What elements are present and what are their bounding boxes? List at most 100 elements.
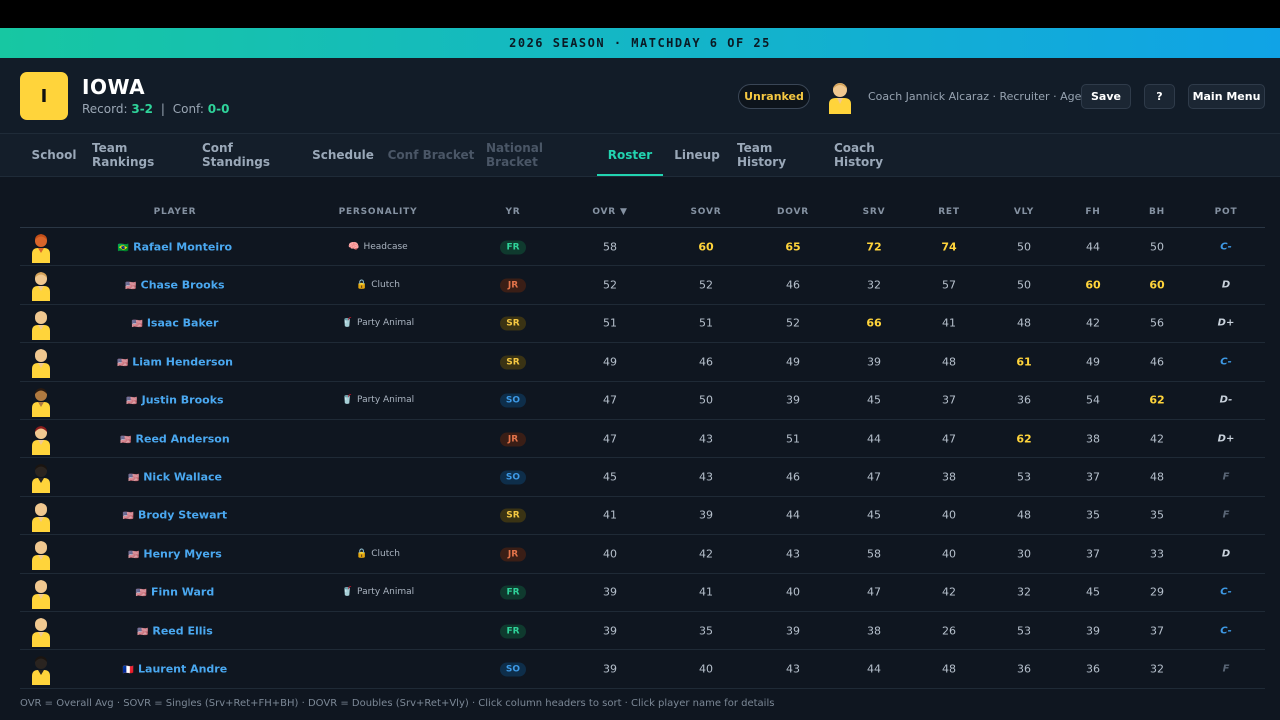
stat-vly: 30 [1017, 547, 1031, 561]
year-cell: JR [500, 431, 526, 447]
stat-ret: 48 [942, 662, 956, 676]
stat-fh: 37 [1086, 470, 1100, 484]
stat-srv: 66 [866, 316, 882, 330]
stat-ovr: 47 [603, 393, 617, 407]
column-header-sovr[interactable]: SOVR [690, 207, 722, 217]
stat-bh: 60 [1149, 278, 1165, 292]
stat-ovr: 45 [603, 470, 617, 484]
column-header-yr[interactable]: YR [505, 207, 521, 217]
player-name-cell: 🇧🇷 Rafael Monteiro [118, 240, 232, 253]
player-name-link[interactable]: Chase Brooks [140, 278, 225, 292]
year-cell: JR [500, 278, 526, 293]
stat-dovr: 49 [786, 355, 800, 369]
player-name-cell: 🇫🇷 Laurent Andre [123, 662, 227, 675]
stat-dovr: 65 [785, 240, 801, 254]
tab-team-rankings[interactable]: Team Rankings [92, 141, 155, 169]
stat-srv: 47 [867, 470, 881, 484]
stat-vly: 50 [1017, 240, 1031, 254]
year-cell: FR [500, 239, 526, 255]
tab-schedule[interactable]: Schedule [312, 148, 374, 162]
stat-dovr: 46 [786, 278, 800, 292]
column-header-srv[interactable]: SRV [862, 207, 886, 217]
stat-bh: 33 [1150, 547, 1164, 561]
stat-bh: 62 [1149, 393, 1165, 407]
stat-fh: 49 [1086, 355, 1100, 369]
stat-ret: 42 [942, 585, 956, 599]
save-button[interactable]: Save [1081, 84, 1131, 109]
top-bar [0, 0, 1280, 28]
personality-label: Party Animal [357, 318, 415, 329]
stat-vly: 53 [1017, 470, 1031, 484]
stat-dovr: 46 [786, 470, 800, 484]
stat-bh: 50 [1150, 240, 1164, 254]
column-header-bh[interactable]: BH [1149, 207, 1165, 217]
nav-tabs: School Team Rankings Conf Standings Schedul… [0, 134, 1280, 177]
stat-srv: 45 [867, 508, 881, 522]
player-name-link[interactable]: Brody Stewart [138, 508, 228, 522]
stat-ovr: 40 [603, 547, 617, 561]
column-header-fh[interactable]: FH [1085, 207, 1101, 217]
player-name-link[interactable]: Finn Ward [150, 585, 215, 599]
player-name-link[interactable]: Liam Henderson [132, 355, 233, 369]
player-name-link[interactable]: Isaac Baker [146, 316, 219, 330]
flag-icon: 🇺🇸 [120, 435, 132, 446]
player-name-link[interactable]: Reed Anderson [135, 432, 230, 446]
column-header-vly[interactable]: VLY [1013, 207, 1035, 217]
stat-sovr: 40 [699, 662, 713, 676]
stat-ovr: 39 [603, 662, 617, 676]
year-badge: SR [500, 316, 526, 331]
potential-grade: F [1222, 509, 1230, 521]
record-label: Record: [82, 102, 128, 116]
potential-grade: F [1222, 663, 1230, 675]
player-name-link[interactable]: Henry Myers [143, 547, 222, 561]
player-name-link[interactable]: Nick Wallace [143, 470, 222, 484]
potential-grade: C- [1220, 241, 1232, 253]
stat-fh: 44 [1086, 240, 1100, 254]
tab-lineup[interactable]: Lineup [674, 148, 720, 162]
player-avatar-icon [32, 425, 50, 455]
tab-conf-standings[interactable]: Conf Standings [202, 141, 270, 169]
player-avatar-icon [32, 234, 50, 263]
player-name-link[interactable]: Reed Ellis [152, 624, 213, 638]
table-row: 🇺🇸 Reed Ellis FR 39 35 39 38 26 53 39 37 C- [20, 612, 1265, 651]
stat-dovr: 44 [786, 508, 800, 522]
table-row: 🇺🇸 Isaac Baker 🥤 Party Animal SR 51 51 52 66 41 48… [20, 305, 1265, 344]
tab-coach-history[interactable]: Coach History [834, 141, 884, 169]
column-header-ovr[interactable]: OVR ▼ [592, 207, 628, 217]
conf-value: 0-0 [207, 102, 230, 116]
stat-ovr: 52 [603, 278, 617, 292]
rank-badge: Unranked [738, 84, 810, 109]
conf-label: Conf: [172, 102, 204, 116]
flag-icon: 🇺🇸 [125, 281, 137, 292]
player-name-link[interactable]: Laurent Andre [138, 662, 228, 676]
team-record: Record: 3-2 | Conf: 0-0 [82, 102, 229, 116]
stat-sovr: 52 [699, 278, 713, 292]
stat-sovr: 43 [699, 470, 713, 484]
tab-team-history[interactable]: Team History [737, 141, 787, 169]
potential-grade: D- [1219, 394, 1233, 406]
player-name-link[interactable]: Justin Brooks [141, 393, 224, 407]
player-avatar-icon [32, 656, 50, 686]
tab-roster[interactable]: Roster [597, 134, 663, 176]
column-header-dovr[interactable]: DOVR [777, 207, 809, 217]
table-row: 🇺🇸 Finn Ward 🥤 Party Animal FR 39 41 40 47 42 32 45… [20, 574, 1265, 612]
column-header-ret[interactable]: RET [938, 207, 960, 217]
column-header-pot[interactable]: POT [1214, 207, 1238, 217]
flag-icon: 🇺🇸 [128, 550, 140, 561]
column-header-name[interactable]: PLAYER [153, 207, 197, 217]
tab-school[interactable]: School [31, 148, 77, 162]
stat-ovr: 58 [603, 240, 617, 254]
stat-srv: 58 [867, 547, 881, 561]
player-name-cell: 🇺🇸 Reed Ellis [137, 624, 213, 637]
player-name-cell: 🇺🇸 Henry Myers [128, 547, 222, 560]
stat-vly: 50 [1017, 278, 1031, 292]
player-name-cell: 🇺🇸 Justin Brooks [126, 394, 223, 407]
main-menu-button[interactable]: Main Menu [1188, 84, 1265, 109]
player-name-link[interactable]: Rafael Monteiro [133, 240, 233, 254]
year-cell: FR [500, 585, 526, 600]
personality-icon: 🔒 [356, 548, 368, 559]
player-name-cell: 🇺🇸 Brody Stewart [123, 509, 227, 522]
help-button[interactable]: ? [1144, 84, 1175, 109]
stat-sovr: 51 [699, 316, 713, 330]
column-header-personality[interactable]: PERSONALITY [338, 207, 418, 217]
